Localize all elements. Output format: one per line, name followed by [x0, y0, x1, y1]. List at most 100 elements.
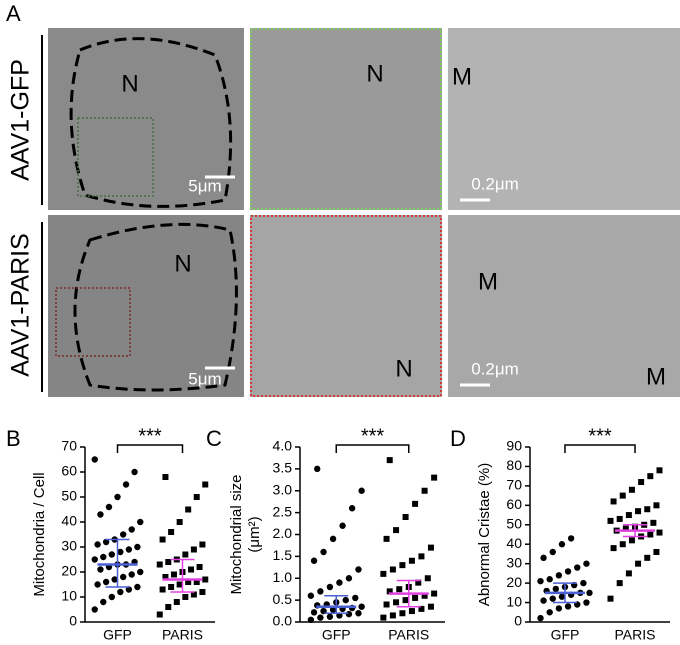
data-point	[137, 518, 144, 526]
data-point	[131, 468, 138, 476]
data-point	[125, 586, 133, 593]
data-point	[628, 537, 635, 544]
data-point	[555, 605, 563, 612]
data-point	[190, 546, 197, 553]
data-point	[619, 492, 626, 499]
data-point	[162, 474, 169, 480]
significance-bracket	[335, 444, 410, 453]
x-tick-label: GFP	[551, 627, 580, 643]
data-point	[427, 603, 434, 610]
data-point	[558, 593, 566, 600]
data-point	[656, 529, 663, 536]
data-point	[564, 603, 572, 610]
data-point	[159, 586, 166, 593]
data-point	[128, 526, 135, 533]
data-point	[386, 457, 393, 464]
data-point	[625, 512, 632, 519]
data-point	[537, 614, 544, 622]
data-point	[122, 481, 130, 488]
data-point	[622, 525, 629, 532]
data-point	[310, 609, 318, 616]
data-point	[619, 541, 626, 548]
data-point	[355, 610, 362, 617]
y-tick-label: 20	[61, 563, 77, 579]
y-tick-label: 80	[506, 457, 522, 473]
data-point	[546, 609, 553, 616]
data-point	[421, 487, 428, 494]
data-point	[307, 616, 315, 624]
image-label: 5μm	[188, 369, 221, 388]
data-point	[156, 561, 163, 568]
data-point	[320, 548, 327, 556]
inset-box	[77, 117, 154, 197]
em-image	[250, 215, 442, 397]
data-point	[586, 589, 593, 597]
data-point	[310, 557, 318, 564]
data-point	[635, 508, 642, 515]
y-tick-label: 30	[61, 538, 77, 554]
data-point	[389, 566, 396, 573]
data-point	[616, 515, 623, 522]
data-point	[168, 584, 175, 590]
image-label: 5μm	[188, 176, 221, 195]
em-image	[448, 28, 680, 210]
y-tick-label: 2.5	[273, 503, 293, 519]
inset-border	[250, 215, 442, 397]
data-point	[165, 559, 172, 565]
data-point	[647, 531, 654, 538]
y-tick-label: 0	[69, 613, 77, 629]
data-point	[199, 589, 206, 595]
data-point	[383, 535, 390, 542]
y-tick-label: 1.5	[273, 547, 293, 563]
data-point	[108, 551, 116, 558]
data-point	[329, 535, 337, 543]
data-point	[190, 591, 197, 598]
data-point	[134, 583, 141, 591]
data-point	[173, 599, 180, 605]
data-point	[91, 556, 98, 563]
inset-border	[250, 28, 442, 210]
data-point	[393, 599, 400, 606]
data-point	[345, 610, 353, 618]
data-point	[427, 544, 434, 551]
cell-outline	[69, 37, 233, 208]
data-point	[162, 574, 169, 580]
data-point	[114, 493, 121, 501]
x-tick-label: GFP	[103, 627, 132, 643]
significance: ***	[588, 425, 612, 447]
data-point	[168, 529, 175, 535]
data-point	[555, 572, 563, 579]
y-tick-label: 3.0	[273, 481, 293, 497]
data-point	[342, 596, 349, 604]
y-axis-label: (μm²)	[246, 516, 263, 552]
data-point	[647, 473, 654, 480]
image-label: 0.2μm	[471, 359, 519, 378]
data-point	[549, 548, 556, 556]
data-point	[393, 527, 400, 534]
data-point	[408, 557, 415, 564]
data-point	[182, 594, 189, 600]
data-point	[653, 549, 660, 555]
data-point	[317, 588, 324, 595]
data-point	[170, 571, 177, 578]
row-label: AAV1-PARIS	[7, 233, 35, 377]
data-point	[418, 553, 425, 560]
data-point	[348, 505, 356, 512]
data-point	[202, 481, 209, 488]
data-point	[188, 566, 195, 573]
data-point	[396, 586, 403, 593]
data-point	[128, 571, 135, 578]
image-label: M	[646, 363, 666, 390]
data-point	[656, 467, 663, 474]
y-tick-label: 50	[506, 515, 522, 531]
data-point	[165, 604, 172, 610]
data-point	[329, 606, 337, 613]
data-point	[102, 578, 110, 586]
data-point	[412, 594, 419, 601]
y-tick-label: 60	[61, 463, 77, 479]
inset-box	[55, 287, 131, 357]
data-point	[94, 581, 101, 588]
data-point	[610, 498, 617, 505]
y-tick-label: 10	[506, 593, 522, 609]
data-point	[105, 503, 113, 511]
